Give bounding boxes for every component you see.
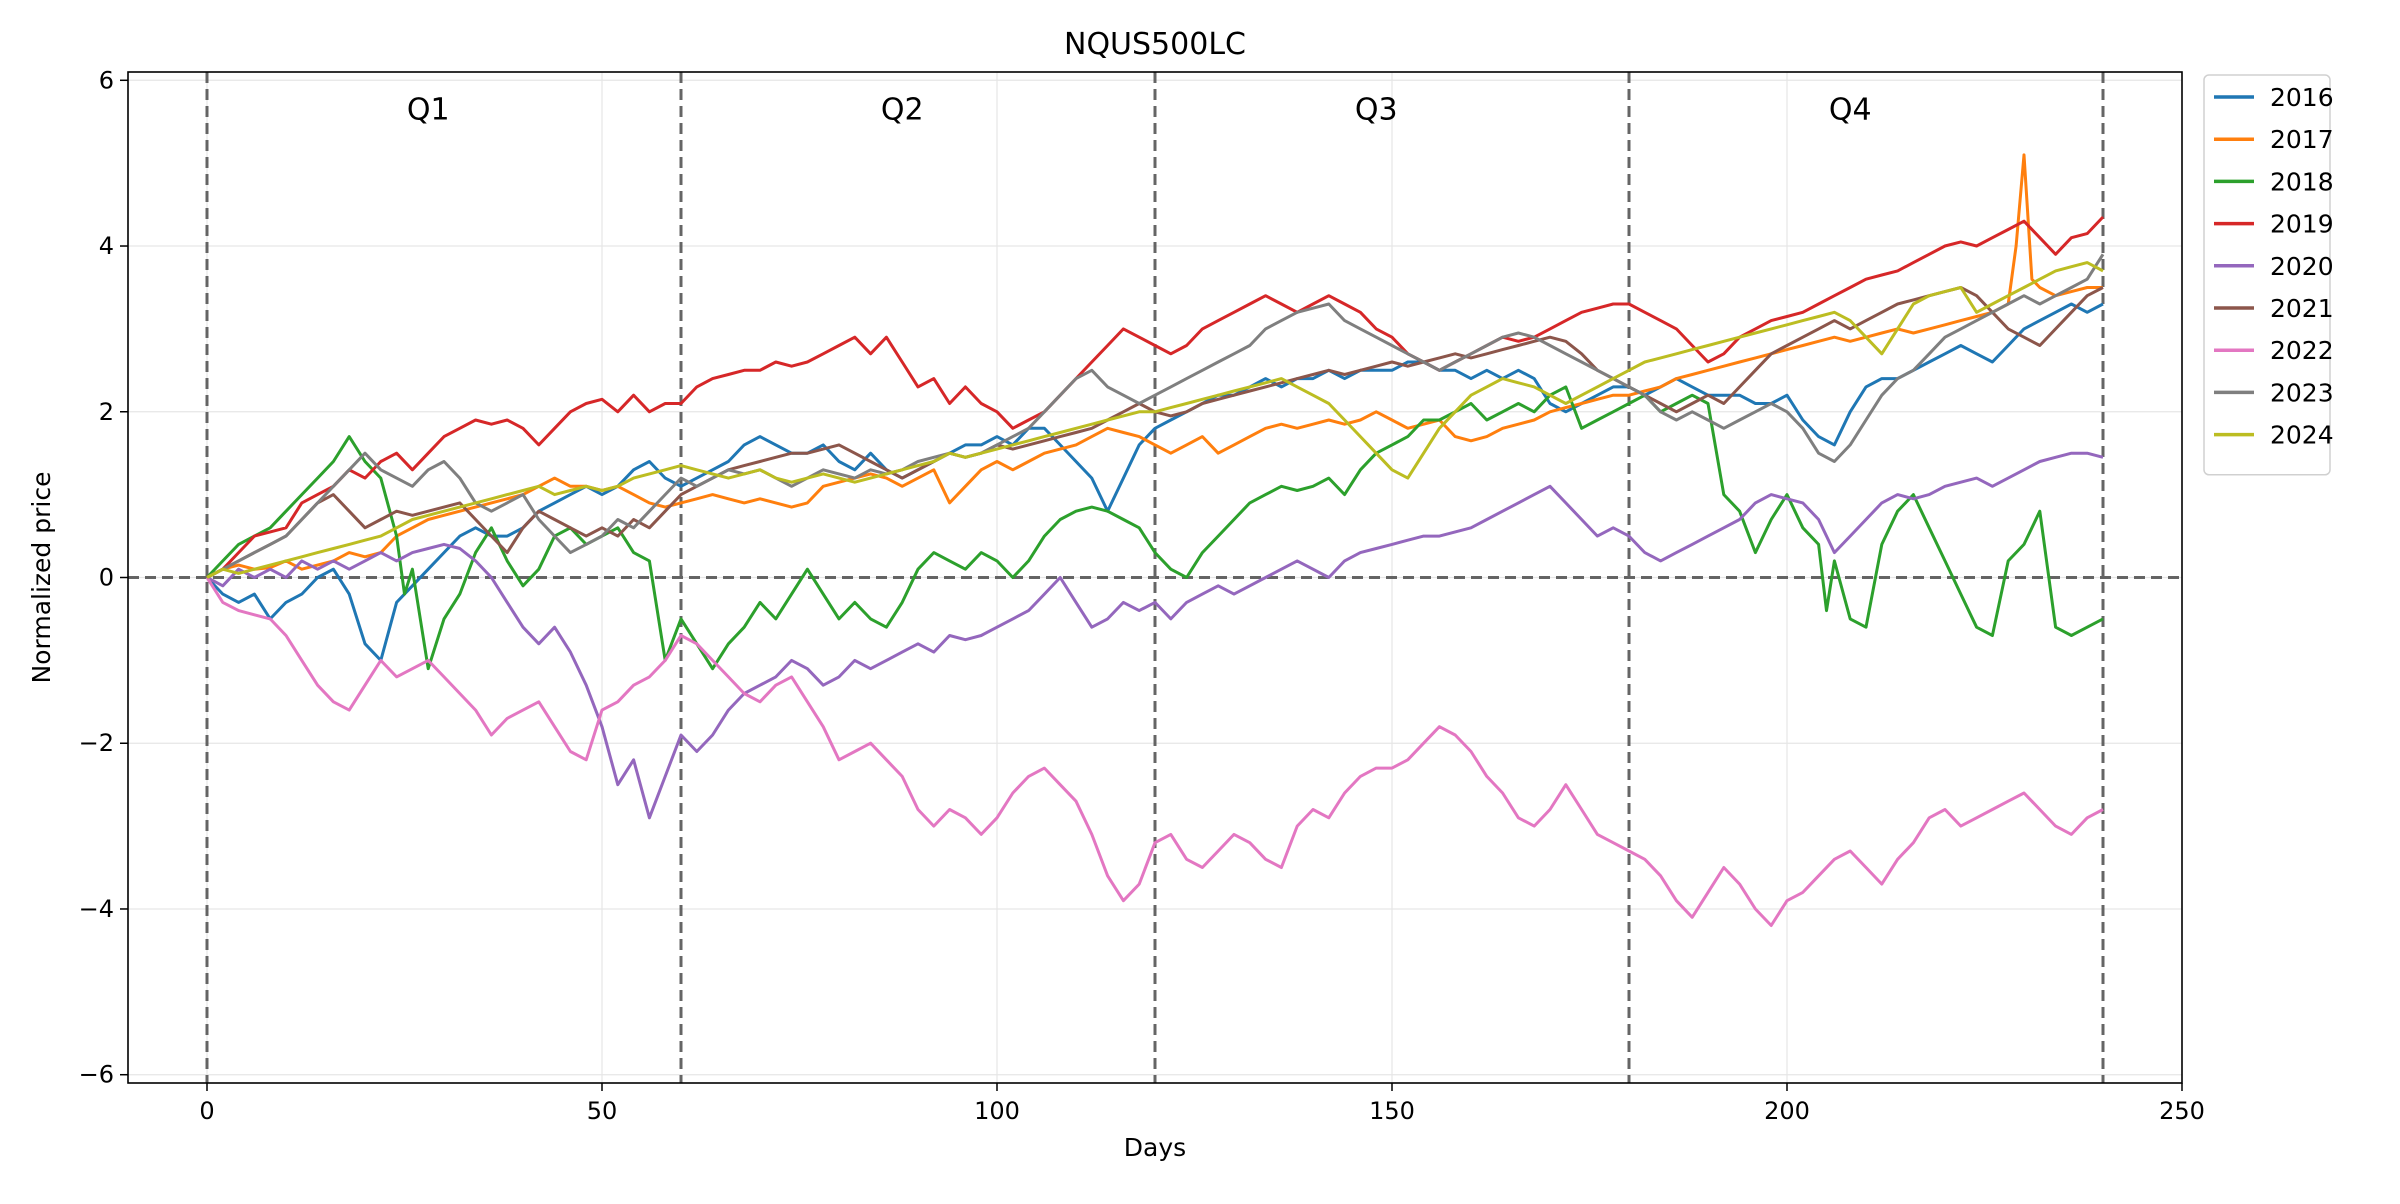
legend-label: 2018 xyxy=(2270,167,2334,196)
y-tick-label: −2 xyxy=(79,729,114,757)
series-lines xyxy=(205,153,2105,927)
x-tick-label: 50 xyxy=(587,1097,618,1125)
legend: 2016 2017 2018 2019 2020 2021 2022 2023 2024 xyxy=(2203,74,2334,476)
x-tick-label: 100 xyxy=(974,1097,1020,1125)
x-tick-label: 200 xyxy=(1764,1097,1810,1125)
x-axis-label: Days xyxy=(1124,1133,1186,1162)
legend-label: 2020 xyxy=(2270,252,2334,281)
legend-label: 2016 xyxy=(2270,83,2334,112)
series-line-2022 xyxy=(205,576,2104,927)
quarter-label: Q1 xyxy=(407,92,450,127)
x-tick-label: 250 xyxy=(2159,1097,2205,1125)
legend-label: 2017 xyxy=(2270,125,2334,154)
legend-box xyxy=(2203,74,2331,476)
chart-title: NQUS500LC xyxy=(1064,27,1246,62)
axis-ticks: 0 50 100 150 200 250 −6 −4 −2 0 2 4 6 xyxy=(79,66,2205,1125)
y-tick-label: 2 xyxy=(99,398,114,426)
x-tick-label: 0 xyxy=(199,1097,214,1125)
series-line-2024 xyxy=(206,261,2104,579)
y-tick-label: −4 xyxy=(79,895,114,923)
legend-label: 2019 xyxy=(2270,210,2334,239)
series-line-2018 xyxy=(205,385,2104,671)
series-line-2019 xyxy=(206,215,2105,579)
legend-label: 2021 xyxy=(2270,294,2334,323)
y-axis-label: Normalized price xyxy=(27,472,56,684)
legend-label: 2024 xyxy=(2270,421,2334,450)
series-line-2017 xyxy=(206,153,2103,579)
x-tick-label: 150 xyxy=(1369,1097,1415,1125)
quarter-annotations: Q1 Q2 Q3 Q4 xyxy=(407,92,1872,127)
quarter-label: Q4 xyxy=(1829,92,1872,127)
legend-label: 2023 xyxy=(2270,378,2334,407)
quarter-label: Q3 xyxy=(1355,92,1398,127)
y-tick-label: 0 xyxy=(99,564,114,592)
y-tick-label: −6 xyxy=(79,1061,114,1089)
quarter-label: Q2 xyxy=(881,92,924,127)
y-tick-label: 4 xyxy=(99,232,114,260)
series-line-2020 xyxy=(206,451,2104,820)
reference-lines xyxy=(128,72,2182,1083)
legend-label: 2022 xyxy=(2270,336,2334,365)
series-line-2023 xyxy=(206,253,2105,579)
y-tick-label: 6 xyxy=(99,66,114,94)
